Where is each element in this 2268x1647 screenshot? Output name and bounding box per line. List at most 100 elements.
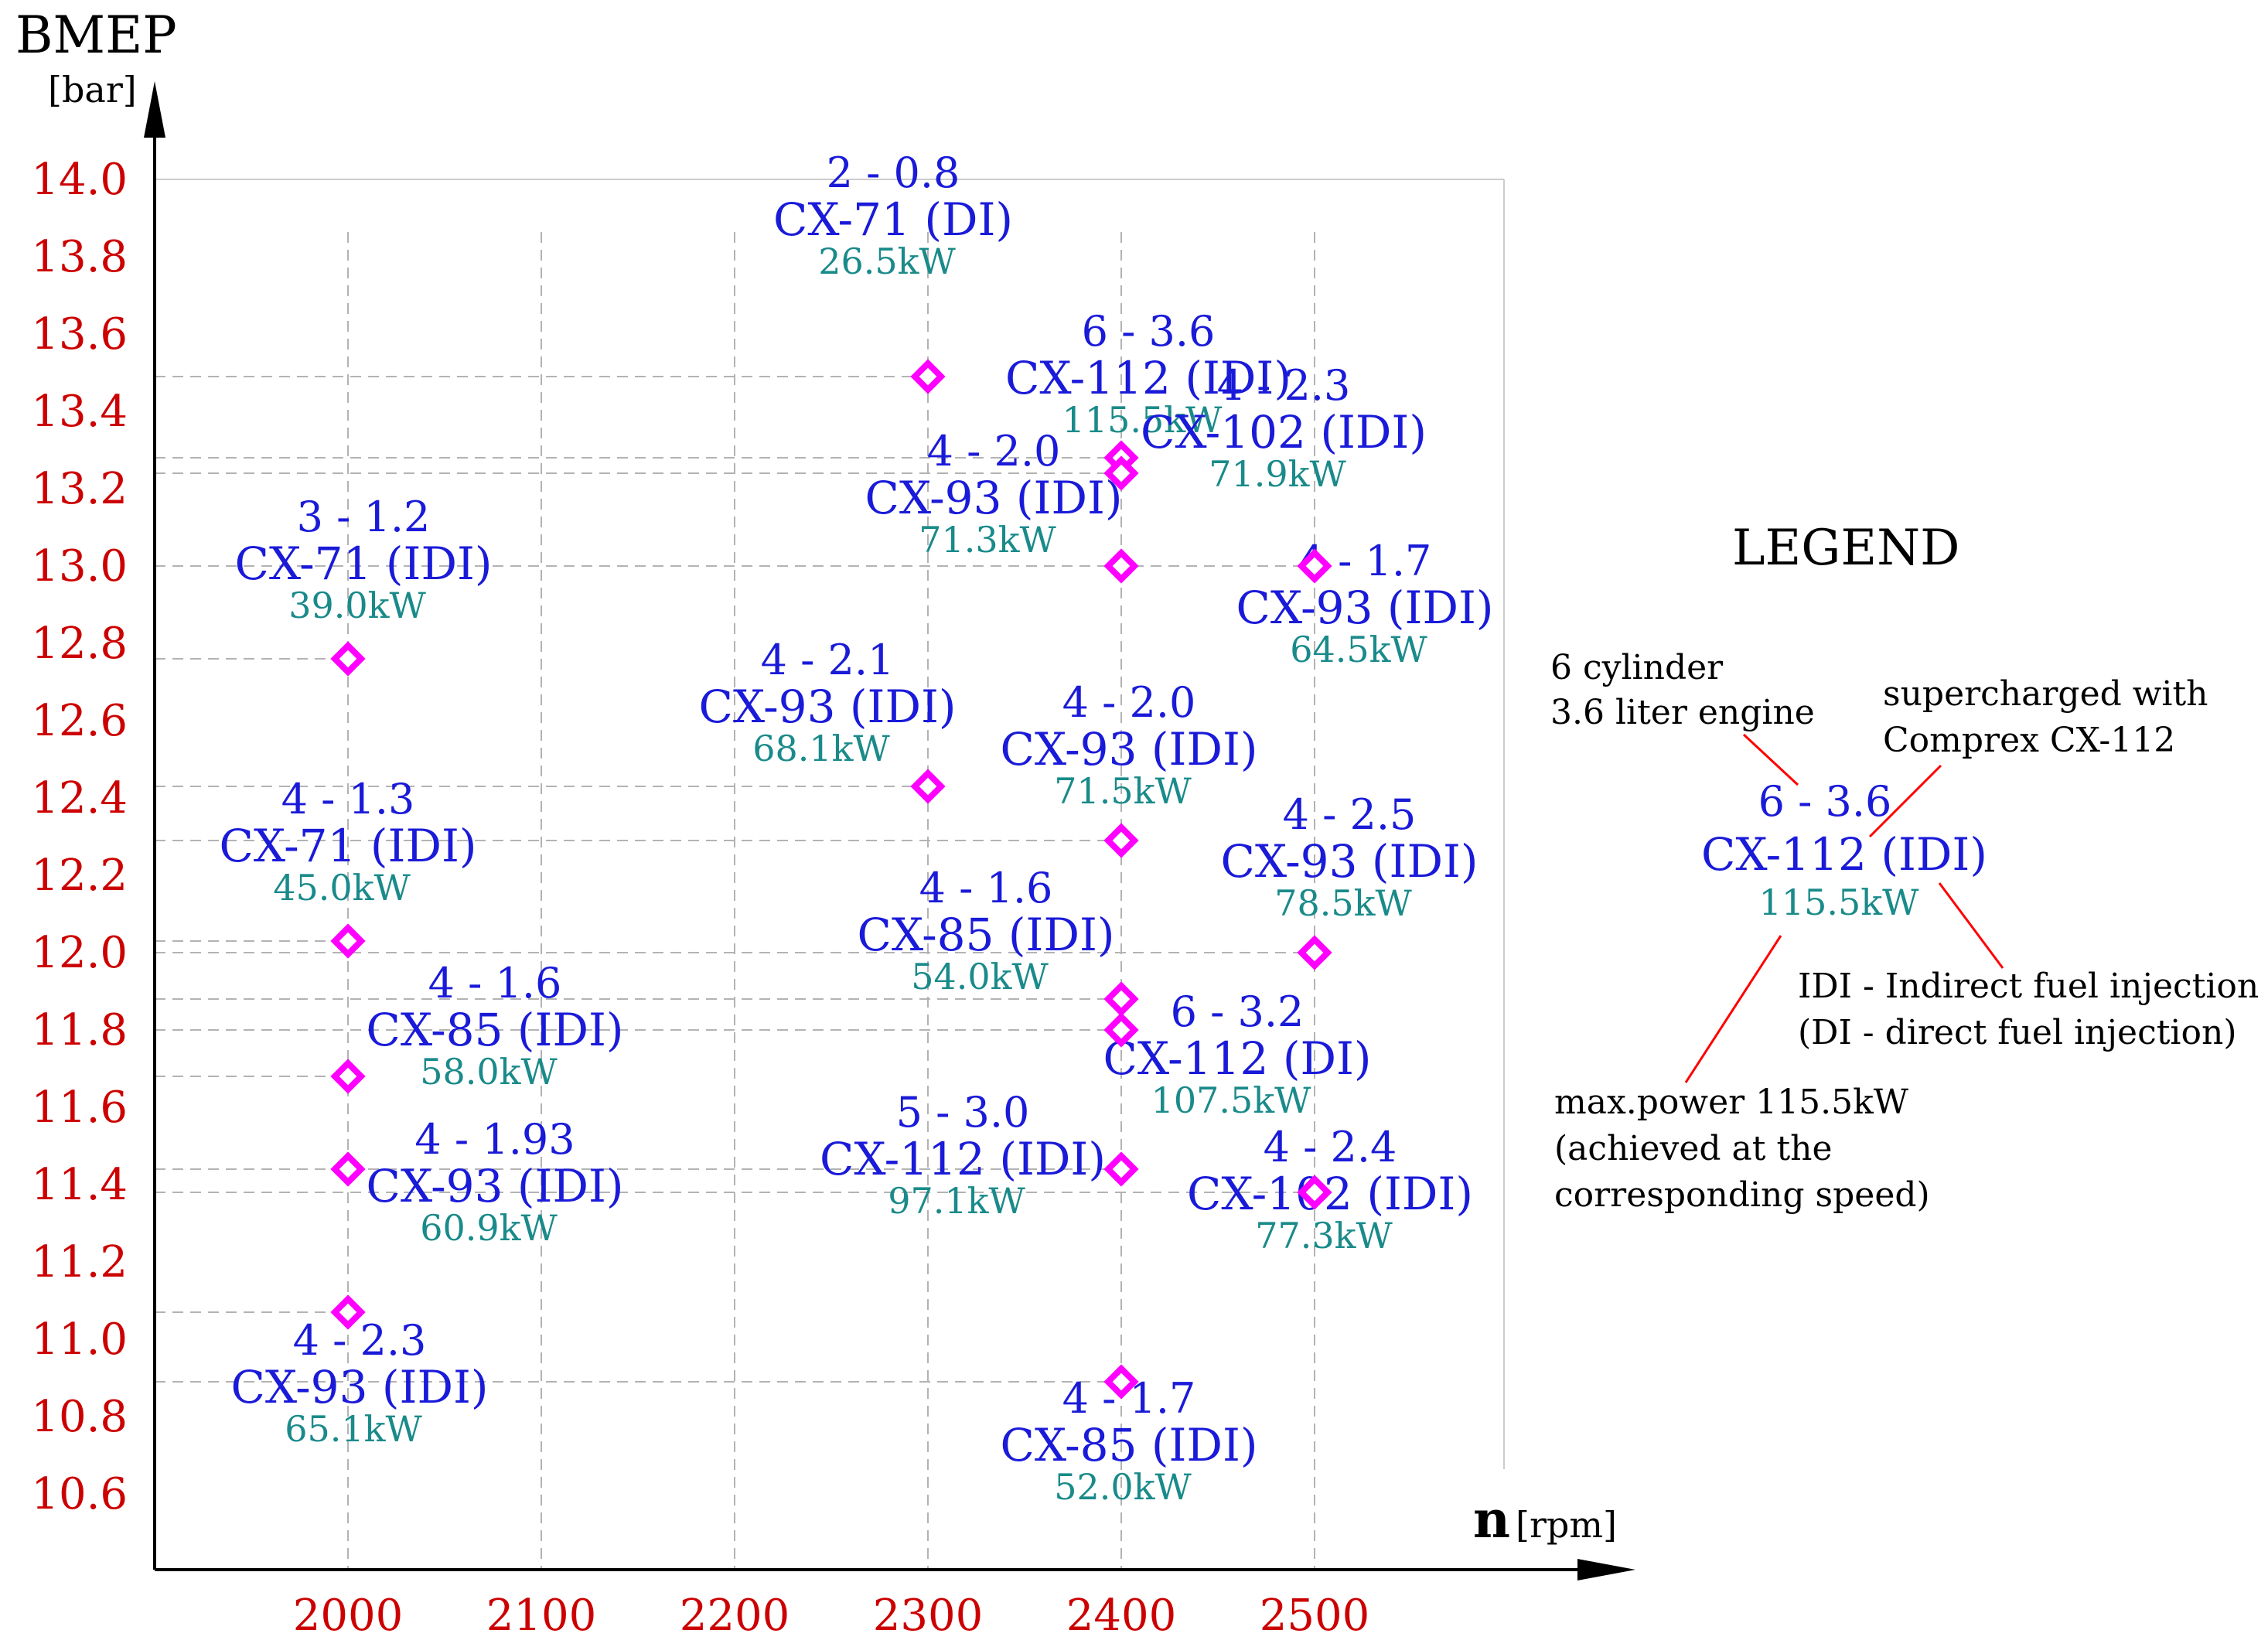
data-point-group: 4 - 1.6CX-85 (IDI)54.0kW	[857, 864, 1139, 1017]
point-config-label: 4 - 2.4	[1264, 1123, 1397, 1171]
y-axis-arrow	[144, 81, 165, 138]
point-model-label: CX-85 (IDI)	[1000, 1419, 1257, 1471]
point-config-label: 4 - 2.1	[761, 636, 895, 684]
legend-note-power-2: (achieved at the	[1554, 1129, 1833, 1168]
grid	[155, 179, 1505, 1570]
legend-sample-power: 115.5kW	[1759, 881, 1920, 923]
diamond-marker	[1103, 1364, 1139, 1400]
point-model-label: CX-85 (IDI)	[366, 1004, 623, 1056]
point-model-label: CX-112 (IDI)	[820, 1133, 1106, 1185]
y-tick-label: 11.8	[31, 1005, 128, 1055]
point-config-label: 5 - 3.0	[896, 1088, 1030, 1137]
legend-leader-power	[1684, 935, 1782, 1083]
y-tick-label: 12.6	[31, 696, 128, 746]
point-model-label: CX-71 (DI)	[773, 193, 1013, 246]
data-point-group: 4 - 2.0CX-93 (IDI)71.5kW	[1000, 678, 1258, 858]
point-model-label: CX-93 (IDI)	[366, 1160, 623, 1212]
point-power-label: 71.5kW	[1054, 770, 1192, 812]
point-power-label: 58.0kW	[420, 1051, 558, 1093]
legend-note-super-1: supercharged with	[1883, 674, 2208, 714]
legend-note-power-1: max.power 115.5kW	[1554, 1083, 1909, 1122]
legend-sample-line1: 6 - 3.6	[1758, 777, 1892, 826]
point-power-label: 60.9kW	[420, 1207, 558, 1249]
point-power-label: 26.5kW	[818, 240, 956, 282]
data-point-group: 6 - 3.2CX-112 (DI)107.5kW	[1103, 987, 1371, 1121]
point-power-label: 45.0kW	[273, 867, 411, 909]
diamond-marker	[910, 769, 946, 804]
point-power-label: 97.1kW	[888, 1180, 1025, 1222]
y-tick-label: 11.6	[31, 1083, 128, 1133]
diamond-marker	[330, 641, 366, 677]
data-point-group: 4 - 1.3CX-71 (IDI)45.0kW	[219, 775, 477, 959]
diamond-marker	[1103, 981, 1139, 1017]
point-model-label: CX-93 (IDI)	[1000, 723, 1257, 776]
point-config-label: 4 - 1.3	[281, 775, 415, 824]
point-config-label: 4 - 2.0	[927, 427, 1061, 476]
point-power-label: 77.3kW	[1255, 1215, 1393, 1257]
diamond-marker	[1297, 1175, 1332, 1210]
point-config-label: 4 - 1.6	[428, 959, 562, 1008]
y-tick-label: 13.6	[31, 309, 128, 360]
legend-title: LEGEND	[1732, 520, 1959, 577]
diamond-marker	[1297, 935, 1332, 970]
legend-leader-idi	[1938, 882, 2004, 969]
point-model-label: CX-71 (IDI)	[219, 820, 476, 872]
point-power-label: 39.0kW	[288, 585, 426, 626]
diamond-marker	[1297, 548, 1332, 584]
legend-leader-super	[1868, 764, 1942, 838]
diamond-marker	[1103, 455, 1139, 491]
point-config-label: 6 - 3.6	[1082, 307, 1216, 356]
y-tick-labels: 14.0 13.8 13.6 13.4 13.2 13.0 12.8 12.6 12.4 12.2…	[31, 155, 128, 1519]
legend-leader-cylinder	[1742, 733, 1799, 786]
x-tick-label: 2100	[486, 1591, 597, 1641]
diamond-marker	[1103, 548, 1139, 584]
data-point-group: 3 - 1.2CX-71 (IDI)39.0kW	[234, 493, 493, 677]
data-point-group: 4 - 1.6CX-85 (IDI)58.0kW	[330, 959, 624, 1094]
y-tick-label: 10.6	[31, 1469, 128, 1519]
legend: LEGEND 6 cylinder 3.6 liter engine super…	[1550, 520, 2259, 1215]
legend-note-idi-2: (DI - direct fuel injection)	[1798, 1013, 2237, 1052]
y-tick-label: 12.2	[31, 851, 128, 901]
diamond-marker	[1103, 1012, 1139, 1048]
legend-sample-line2: CX-112 (IDI)	[1701, 828, 1987, 881]
x-tick-labels: 2000 2100 2200 2300 2400 2500	[293, 1591, 1370, 1641]
point-config-label: 4 - 2.3	[1217, 361, 1351, 410]
point-model-label: CX-102 (IDI)	[1141, 406, 1427, 459]
y-tick-label: 12.0	[31, 928, 128, 978]
diamond-marker	[1103, 1151, 1139, 1187]
data-point-group: 6 - 3.6CX-112 (IDI)115.5kW	[1005, 307, 1291, 476]
point-power-label: 115.5kW	[1062, 399, 1223, 441]
point-power-label: 71.3kW	[919, 519, 1056, 561]
diamond-marker	[330, 1059, 366, 1094]
x-axis-arrow	[1577, 1559, 1635, 1581]
y-tick-label: 10.8	[31, 1392, 128, 1442]
data-point-group: 4 - 1.7CX-93 (IDI)64.5kW	[1236, 537, 1493, 670]
point-model-label: CX-71 (IDI)	[234, 537, 492, 590]
y-tick-label: 13.8	[31, 232, 128, 282]
y-tick-label: 11.4	[31, 1160, 128, 1210]
data-point-group: 4 - 2.0CX-93 (IDI)71.3kW	[865, 427, 1139, 584]
data-point-group: 4 - 2.3CX-102 (IDI)71.9kW	[1103, 361, 1427, 495]
point-config-label: 3 - 1.2	[297, 493, 431, 541]
y-tick-label: 13.0	[31, 541, 128, 592]
diamond-marker	[330, 1151, 366, 1187]
point-model-label: CX-93 (IDI)	[1220, 835, 1478, 888]
y-tick-label: 12.4	[31, 773, 128, 824]
x-tick-label: 2400	[1066, 1591, 1177, 1641]
legend-note-cylinder-2: 3.6 liter engine	[1550, 693, 1815, 732]
x-axis-symbol: n	[1473, 1489, 1510, 1550]
legend-note-cylinder-1: 6 cylinder	[1550, 648, 1724, 687]
point-power-label: 54.0kW	[911, 956, 1049, 997]
legend-note-idi-1: IDI - Indirect fuel injection	[1798, 967, 2259, 1006]
x-tick-label: 2000	[293, 1591, 404, 1641]
diamond-marker	[910, 359, 946, 394]
point-config-label: 4 - 2.5	[1283, 790, 1417, 839]
point-power-label: 107.5kW	[1151, 1079, 1312, 1121]
point-model-label: CX-93 (IDI)	[865, 472, 1122, 524]
x-tick-label: 2300	[873, 1591, 984, 1641]
point-model-label: CX-85 (IDI)	[857, 909, 1114, 961]
legend-note-super-2: Comprex CX-112	[1883, 721, 2175, 760]
